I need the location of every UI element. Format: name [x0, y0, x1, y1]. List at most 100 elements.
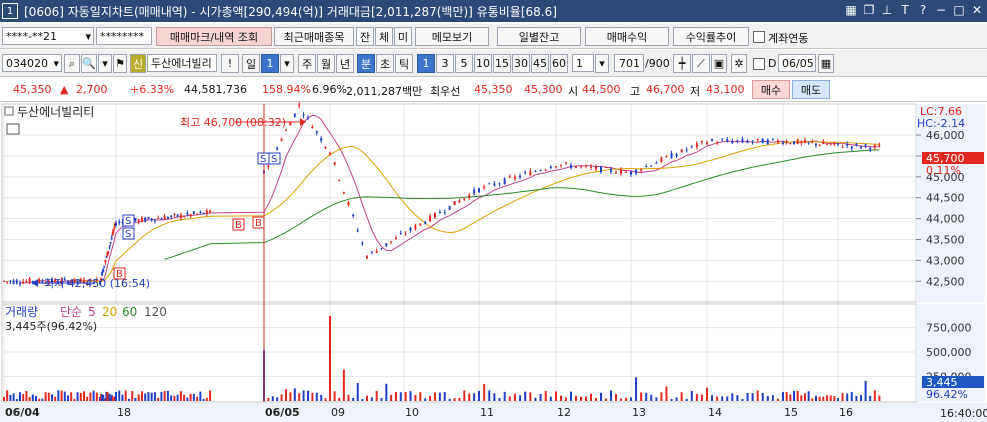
minimize-icon[interactable]: − [935, 3, 947, 17]
period-year-tab[interactable]: 년 [336, 54, 354, 73]
buy-button[interactable]: 매수 [752, 80, 790, 99]
flag-icon[interactable]: ⚑ [113, 54, 127, 73]
stock-code-input[interactable]: 034020 ▾ [2, 54, 62, 72]
sell-marker: S [268, 152, 281, 165]
volume-bar [140, 391, 143, 401]
memo-button[interactable]: 메모보기 [415, 27, 489, 46]
volume-bar [267, 397, 270, 401]
interval-10[interactable]: 10 [474, 54, 492, 73]
stock-name-field[interactable]: 두산에너빌리 [147, 54, 217, 72]
count-select[interactable]: 1 [572, 54, 594, 72]
buy-marker: B [113, 267, 126, 280]
volume-bar [103, 398, 106, 401]
view-count-input[interactable]: 701 [614, 54, 644, 72]
interval-3[interactable]: 3 [436, 54, 454, 73]
current-time: 16:40:00 [940, 407, 987, 420]
x-axis-label: 13 [632, 406, 646, 419]
alert-button[interactable]: ! [221, 54, 239, 73]
interval-30[interactable]: 30 [512, 54, 530, 73]
draw-line-icon[interactable]: ⟋ [692, 54, 710, 73]
pin-icon[interactable]: ⊥ [881, 3, 893, 17]
candle-body [6, 281, 9, 283]
date-field[interactable]: 06/05 [778, 54, 816, 72]
close-icon[interactable]: ✕ [971, 3, 983, 17]
volume-bar [721, 396, 724, 401]
volume-bar [99, 397, 101, 401]
candle-body [276, 147, 279, 150]
chevron-down-icon[interactable]: ▾ [595, 54, 609, 73]
period-day-tab[interactable]: 일 [242, 54, 260, 73]
volume-bar [640, 392, 643, 401]
candle-body [101, 271, 104, 276]
calendar-icon[interactable]: ▦ [818, 54, 834, 73]
interval-45[interactable]: 45 [531, 54, 549, 73]
account-select[interactable]: ****-**21 ▾ [2, 27, 94, 45]
table-icon[interactable] [6, 123, 20, 135]
chevron-down-icon[interactable]: ▾ [98, 54, 112, 73]
candle-body [380, 248, 383, 250]
trade-profit-button[interactable]: 매매수익 [585, 27, 669, 46]
chevron-down-icon[interactable]: ▾ [280, 54, 294, 73]
profit-trend-button[interactable]: 수익률추이 [673, 27, 749, 46]
period-day-value[interactable]: 1 [261, 54, 279, 73]
candle-body [409, 227, 412, 231]
daily-balance-button[interactable]: 일별잔고 [497, 27, 581, 46]
unfilled-tab[interactable]: 미 [394, 27, 412, 46]
copy-icon[interactable]: ❐ [863, 3, 875, 17]
password-field[interactable]: ******** [96, 27, 152, 45]
high-label: 고 [630, 85, 641, 98]
trade-mark-query-button[interactable]: 매매마크/내역 조회 [156, 27, 272, 46]
gear-icon[interactable]: ✲ [731, 54, 747, 73]
period-second-tab[interactable]: 초 [376, 54, 394, 73]
interval-5[interactable]: 5 [455, 54, 473, 73]
period-minute-tab[interactable]: 분 [357, 54, 375, 73]
candle-type-icon[interactable]: ┿ [673, 54, 691, 73]
interval-60[interactable]: 60 [550, 54, 568, 73]
volume-bar [695, 393, 698, 401]
candle-body [86, 283, 89, 285]
restore-icon[interactable]: □ [953, 3, 965, 17]
volume-bar [100, 393, 103, 401]
date-checkbox[interactable] [753, 58, 765, 70]
period-week-tab[interactable]: 주 [298, 54, 316, 73]
ma-line [67, 141, 880, 283]
svg-text:B: B [116, 269, 123, 280]
volume-legend-label: 거래량 [5, 305, 38, 319]
sell-button[interactable]: 매도 [792, 80, 830, 99]
help-icon[interactable]: ? [919, 3, 927, 17]
candle-body [429, 215, 432, 222]
search-icon[interactable]: ⌕ [64, 54, 80, 73]
interval-1[interactable]: 1 [417, 54, 435, 73]
save-icon[interactable]: ▣ [711, 54, 727, 73]
panel-toggle-icon[interactable] [4, 106, 14, 116]
candle-body [15, 280, 18, 284]
period-tick-tab[interactable]: 틱 [395, 54, 413, 73]
account-link-checkbox[interactable] [753, 31, 765, 43]
chart-canvas[interactable]: 두산에너빌리티 LC:7.66 HC:-2.14 46,00045,50045,… [0, 102, 987, 422]
volume-bar [157, 397, 160, 401]
volume-bar [375, 390, 378, 401]
candle-body [580, 166, 582, 168]
period-month-tab[interactable]: 월 [317, 54, 335, 73]
volume-bar [380, 398, 383, 401]
candle-body [160, 218, 163, 220]
balance-tab[interactable]: 잔 [356, 27, 374, 46]
text-icon[interactable]: T [901, 3, 909, 17]
zoom-icon[interactable]: 🔍 [81, 54, 97, 73]
grid-icon[interactable]: ▦ [845, 3, 857, 17]
volume-bar [147, 392, 150, 401]
candle-body [585, 165, 587, 167]
price-tick-label: 43,500 [926, 234, 965, 247]
open-price: 44,500 [582, 83, 621, 96]
volume-bar [864, 380, 867, 401]
candle-body [822, 141, 825, 145]
candle-body [108, 246, 111, 248]
volume-bar [404, 391, 407, 401]
candle-body [473, 189, 476, 194]
interval-15[interactable]: 15 [493, 54, 511, 73]
recent-trades-button[interactable]: 최근매매종목 [274, 27, 354, 46]
svg-text:S: S [271, 154, 277, 165]
candle-body [751, 141, 754, 143]
filled-tab[interactable]: 체 [375, 27, 393, 46]
candle-body [361, 242, 364, 244]
